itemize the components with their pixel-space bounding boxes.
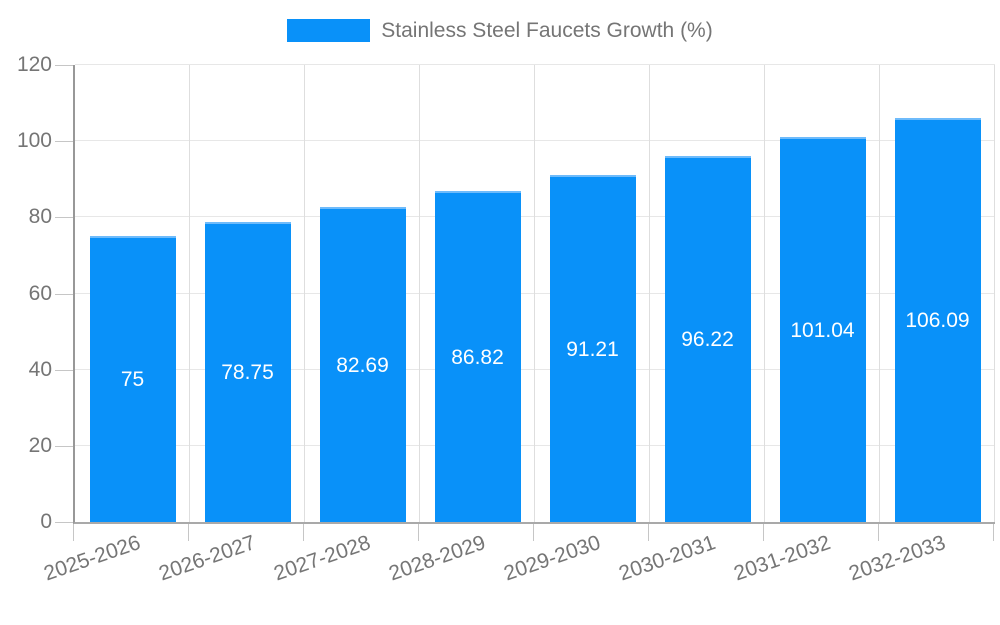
y-gridline bbox=[75, 64, 995, 65]
y-tick-label: 120 bbox=[16, 53, 52, 76]
y-axis-tick bbox=[55, 445, 73, 447]
bar-value-label: 86.82 bbox=[451, 345, 504, 369]
bar-value-label: 91.21 bbox=[566, 337, 619, 361]
bar: 106.09 bbox=[894, 118, 981, 522]
x-gridline bbox=[879, 65, 880, 522]
x-gridline bbox=[304, 65, 305, 522]
bar-value-label: 101.04 bbox=[790, 318, 855, 342]
y-gridline bbox=[75, 444, 995, 446]
x-axis-tick bbox=[763, 524, 764, 541]
x-axis-tick bbox=[533, 524, 534, 541]
y-gridline bbox=[75, 368, 995, 370]
plot-area: 75 78.75 82.69 86.82 91.21 96.22 101.04 106.09 bbox=[73, 64, 995, 524]
y-axis-tick bbox=[55, 369, 73, 371]
legend: Stainless Steel Faucets Growth (%) bbox=[0, 19, 1000, 42]
x-gridline bbox=[534, 65, 535, 522]
x-gridline bbox=[189, 65, 190, 522]
legend-swatch bbox=[287, 19, 371, 42]
y-tick-label: 80 bbox=[28, 205, 52, 229]
y-tick-label: 20 bbox=[28, 433, 52, 457]
x-gridline bbox=[419, 65, 420, 522]
bar: 86.82 bbox=[434, 191, 521, 522]
bar-value-label: 75 bbox=[120, 368, 145, 391]
x-gridline bbox=[994, 65, 995, 522]
legend-label: Stainless Steel Faucets Growth (%) bbox=[381, 19, 713, 42]
y-axis-tick bbox=[55, 141, 73, 143]
y-tick-label: 0 bbox=[40, 510, 52, 533]
x-gridline bbox=[649, 65, 650, 522]
x-axis-tick bbox=[303, 524, 304, 541]
y-gridline bbox=[75, 292, 995, 294]
y-gridline bbox=[75, 140, 995, 142]
bar: 101.04 bbox=[779, 137, 866, 522]
x-tick-label: 2032-2033 bbox=[845, 531, 948, 586]
y-tick-label: 40 bbox=[28, 357, 52, 381]
x-axis-tick bbox=[73, 524, 74, 541]
bar: 75 bbox=[89, 236, 176, 522]
x-axis-tick bbox=[418, 524, 419, 541]
bar-value-label: 82.69 bbox=[336, 353, 389, 377]
y-tick-label: 60 bbox=[28, 281, 52, 305]
y-axis-tick bbox=[55, 65, 73, 66]
bar-chart: Stainless Steel Faucets Growth (%) 75 78.… bbox=[0, 19, 1000, 586]
y-axis-tick bbox=[55, 293, 73, 295]
bar-value-label: 106.09 bbox=[905, 309, 970, 332]
y-gridline bbox=[75, 216, 995, 218]
y-tick-label: 100 bbox=[16, 129, 52, 153]
bar: 78.75 bbox=[204, 222, 291, 522]
bar-value-label: 96.22 bbox=[681, 328, 734, 351]
x-gridline bbox=[764, 65, 765, 522]
y-axis-tick bbox=[55, 217, 73, 219]
x-axis-tick bbox=[993, 524, 994, 541]
x-axis-tick bbox=[188, 524, 189, 541]
y-axis-tick bbox=[55, 522, 73, 523]
x-axis-tick bbox=[648, 524, 649, 541]
bar: 91.21 bbox=[549, 175, 636, 522]
bar-value-label: 78.75 bbox=[221, 361, 274, 384]
x-axis-tick bbox=[878, 524, 879, 541]
bar: 82.69 bbox=[319, 207, 406, 522]
bar: 96.22 bbox=[664, 156, 751, 522]
